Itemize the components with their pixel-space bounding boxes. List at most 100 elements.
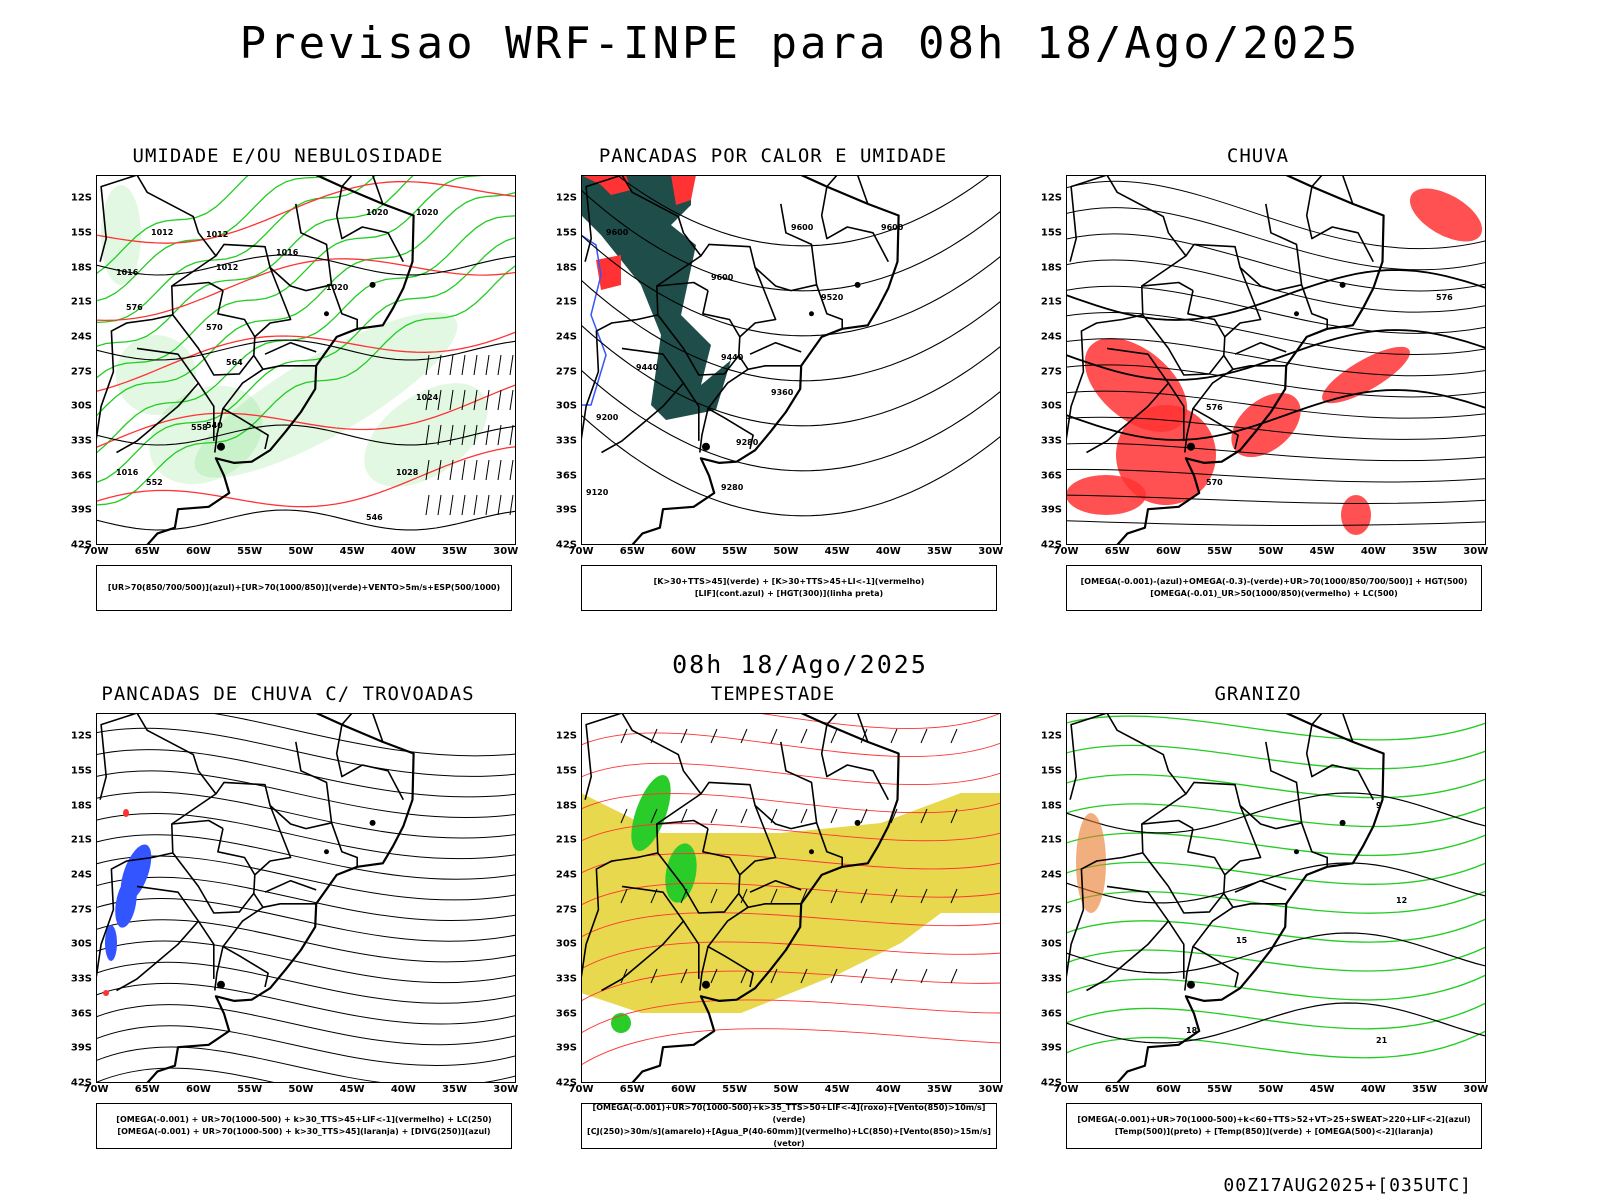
humidity-area [101,185,141,285]
lat-tick-label: 27S [70,366,92,378]
wind-850-area [665,843,697,903]
country-border [96,314,173,442]
lon-tick-label: 45W [824,1084,850,1095]
lat-axis: 12S 15S 18S 21S 24S 27S 30S 33S 36S 39S 42S [543,175,579,551]
wind-vector [890,968,898,984]
temp-850-contour [1066,918,1486,943]
lat-tick-label: 21S [1040,834,1062,846]
lat-tick-label: 36S [1040,1008,1062,1020]
wind-vector [800,728,808,744]
panel-granizo: GRANIZO 12S 15S 18S 21S 24S 27S 30S 33S 36S 39S 42… [1028,683,1489,1149]
lat-tick-label: 30S [1040,938,1062,950]
thunderstorm-area [123,809,129,817]
country-border [584,713,702,825]
country-border [1069,175,1187,287]
country-border [1185,741,1303,830]
wind-vector [485,389,490,411]
lat-axis: 12S 15S 18S 21S 24S 27S 30S 33S 36S 39S 42S [1028,713,1064,1089]
lake-dot [369,819,376,826]
wind-850-area [611,1013,631,1033]
thickness-contour [96,258,516,322]
country-border [1224,805,1262,876]
wind-vector [461,459,466,481]
wind-vector [437,424,442,446]
country-border [217,828,256,894]
lon-tick-label: 35W [1412,546,1438,557]
streamline [1066,520,1486,527]
country-border [749,341,802,355]
contour-label: 1020 [416,208,439,217]
country-border [1141,281,1225,376]
wind-vector [425,459,430,481]
wind-vector [740,808,748,824]
humidity-contour [96,175,377,324]
country-border [1184,408,1194,453]
lat-tick-label: 24S [1040,869,1062,881]
humidity-area [194,312,458,478]
wind-vector [497,354,502,376]
lat-tick-label: 42S [1040,539,1062,551]
wind-vector [680,808,688,824]
lon-tick-label: 35W [442,546,468,557]
wind-vector [890,888,898,904]
streamline [96,1025,516,1067]
lon-tick-label: 50W [1258,546,1284,557]
lat-tick-label: 27S [1040,366,1062,378]
lif-contour [581,234,607,406]
instability-area [581,175,696,290]
contour-label: 1012 [206,230,228,239]
lat-tick-label: 42S [70,1077,92,1089]
wind-vector [425,494,430,516]
lat-tick-label: 15S [70,765,92,777]
lon-tick-label: 45W [339,546,365,557]
wind-vector [920,808,928,824]
wind-vector [770,968,778,984]
panel-legend: [OMEGA(-0.001) + UR>70(1000-500) + k>30_… [96,1103,512,1149]
coastline [146,713,415,1083]
lon-tick-label: 65W [134,1084,160,1095]
lat-tick-label: 15S [1040,227,1062,239]
temp-850-contour [1066,974,1486,1001]
lake-dot [1293,311,1299,317]
wind-vector [509,389,514,411]
wind-vector [497,424,502,446]
water-vapor-contour [581,762,1001,785]
lon-tick-label: 35W [1412,1084,1438,1095]
height-contour [581,369,1001,472]
country-border [254,267,292,338]
lat-tick-label: 12S [1040,730,1062,742]
coastline [1116,175,1385,545]
lon-tick-label: 50W [288,1084,314,1095]
lon-tick-label: 45W [1309,1084,1335,1095]
contour-label: 1016 [276,248,299,257]
lon-tick-label: 50W [773,1084,799,1095]
wind-vector [920,968,928,984]
main-title: Previsao WRF-INPE para 08h 18/Ago/2025 [239,18,1361,69]
wind-vector [710,728,718,744]
lat-tick-label: 24S [1040,331,1062,343]
streamline [1066,364,1486,398]
lake-dot [323,311,329,317]
panel-tempestade: TEMPESTADE 12S 15S 18S 21S 24S 27S 30S 33S 36S 39… [543,683,1003,1149]
panel-legend: [UR>70(850/700/500)](azul)+[UR>70(1000/8… [96,565,512,611]
country-border [815,284,843,329]
lat-tick-label: 42S [1040,1077,1062,1089]
lake-dot [701,980,710,989]
wind-vector [497,389,502,411]
lon-tick-label: 70W [1053,1084,1079,1095]
contour-label: 1028 [396,468,419,477]
lake-dot [369,281,376,288]
wind-vector [509,424,514,446]
streamline [96,727,516,777]
water-vapor-contour [581,970,1001,1002]
coastline [146,175,415,545]
lon-axis: 70W 65W 60W 55W 50W 45W 40W 35W 30W [1054,1084,1489,1098]
lon-axis: 70W 65W 60W 55W 50W 45W 40W 35W 30W [569,546,1004,560]
lake-dot [1186,980,1195,989]
contour-label: 9520 [821,293,844,302]
wind-vector [497,459,502,481]
streamline [1066,285,1486,334]
country-border [99,175,217,287]
wind-vector [770,728,778,744]
country-border [330,284,358,329]
